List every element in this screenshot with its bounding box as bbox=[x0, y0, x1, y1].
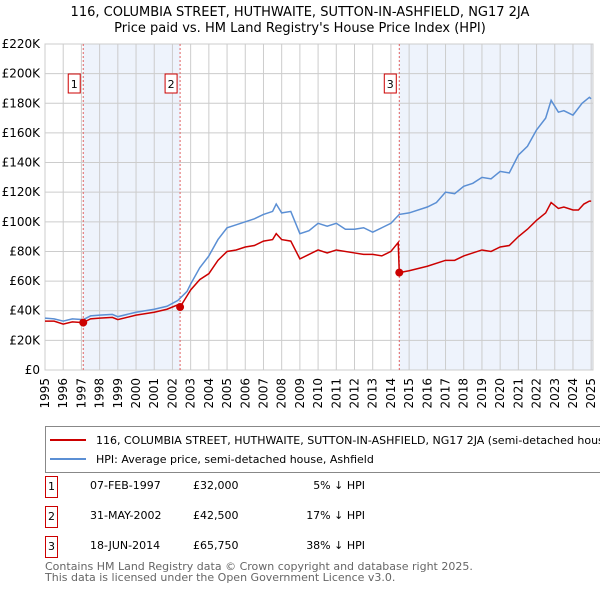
x-tick-label: 2007 bbox=[256, 378, 270, 409]
sale-number: 3 bbox=[45, 536, 58, 558]
legend-label-property: 116, COLUMBIA STREET, HUTHWAITE, SUTTON-… bbox=[96, 433, 600, 447]
x-tick-label: 2015 bbox=[402, 378, 416, 409]
sale-label: 1 bbox=[71, 78, 78, 91]
legend: 116, COLUMBIA STREET, HUTHWAITE, SUTTON-… bbox=[45, 426, 600, 473]
x-tick-label: 2016 bbox=[420, 378, 434, 409]
legend-swatch-hpi bbox=[50, 458, 86, 460]
shaded-region bbox=[399, 44, 593, 370]
x-tick-label: 2004 bbox=[202, 378, 216, 409]
y-tick-label: £140K bbox=[2, 156, 42, 170]
sale-date: 31-MAY-2002 bbox=[90, 509, 162, 522]
y-tick-label: £180K bbox=[2, 96, 42, 110]
sale-date: 07-FEB-1997 bbox=[90, 479, 161, 492]
x-tick-label: 2005 bbox=[220, 378, 234, 409]
y-tick-label: £220K bbox=[2, 37, 42, 51]
chart-title: 116, COLUMBIA STREET, HUTHWAITE, SUTTON-… bbox=[70, 5, 530, 20]
x-tick-label: 2018 bbox=[457, 378, 471, 409]
x-tick-label: 1997 bbox=[74, 378, 88, 409]
x-tick-label: 2010 bbox=[311, 378, 325, 409]
sale-hpi-diff: 17% ↓ HPI bbox=[306, 509, 365, 522]
y-tick-label: £40K bbox=[9, 304, 41, 318]
x-tick-label: 1995 bbox=[38, 378, 52, 409]
x-tick-label: 2014 bbox=[384, 378, 398, 409]
x-tick-label: 1999 bbox=[111, 378, 125, 409]
x-tick-label: 2022 bbox=[530, 378, 544, 409]
x-tick-label: 2020 bbox=[493, 378, 507, 409]
x-tick-label: 2006 bbox=[238, 378, 252, 409]
x-tick-label: 1998 bbox=[93, 378, 107, 409]
legend-swatch-property bbox=[50, 439, 86, 441]
sale-price: £65,750 bbox=[193, 539, 239, 552]
x-tick-label: 2012 bbox=[348, 378, 362, 409]
y-tick-label: £100K bbox=[2, 215, 42, 229]
sale-point bbox=[176, 303, 185, 312]
x-tick-label: 1996 bbox=[56, 378, 70, 409]
y-tick-label: £0 bbox=[25, 363, 40, 377]
legend-item-property: 116, COLUMBIA STREET, HUTHWAITE, SUTTON-… bbox=[50, 432, 600, 448]
sale-label: 2 bbox=[168, 78, 175, 91]
sale-point bbox=[395, 268, 404, 277]
x-tick-label: 2013 bbox=[366, 378, 380, 409]
sale-label-box bbox=[67, 73, 81, 94]
footer: Contains HM Land Registry data © Crown c… bbox=[45, 561, 473, 583]
x-tick-label: 2017 bbox=[439, 378, 453, 409]
x-tick-label: 2001 bbox=[147, 378, 161, 409]
sale-point bbox=[79, 318, 88, 327]
sale-number: 2 bbox=[45, 506, 58, 528]
sale-date: 18-JUN-2014 bbox=[90, 539, 161, 552]
sale-price: £42,500 bbox=[193, 509, 239, 522]
y-tick-label: £120K bbox=[2, 185, 42, 199]
y-tick-label: £200K bbox=[2, 67, 42, 81]
legend-item-hpi: HPI: Average price, semi-detached house,… bbox=[50, 451, 374, 467]
sale-label-box bbox=[164, 73, 178, 94]
x-tick-label: 2009 bbox=[293, 378, 307, 409]
sale-label: 3 bbox=[387, 78, 394, 91]
x-tick-label: 2002 bbox=[165, 378, 179, 409]
footer-line-2: This data is licensed under the Open Gov… bbox=[45, 571, 396, 584]
property-price-line bbox=[45, 200, 592, 325]
legend-label-hpi: HPI: Average price, semi-detached house,… bbox=[96, 452, 374, 466]
sale-label-box bbox=[383, 73, 397, 94]
footer-line-1: Contains HM Land Registry data © Crown c… bbox=[45, 560, 473, 573]
sale-hpi-diff: 38% ↓ HPI bbox=[306, 539, 365, 552]
hpi-line bbox=[44, 96, 592, 322]
x-tick-label: 2003 bbox=[184, 378, 198, 409]
sale-hpi-diff: 5% ↓ HPI bbox=[313, 479, 365, 492]
chart-subtitle: Price paid vs. HM Land Registry's House … bbox=[114, 21, 486, 36]
x-tick-label: 2025 bbox=[584, 378, 598, 409]
y-tick-label: £80K bbox=[9, 244, 41, 258]
x-tick-label: 2021 bbox=[511, 378, 525, 409]
x-tick-label: 2019 bbox=[475, 378, 489, 409]
sale-price: £32,000 bbox=[193, 479, 239, 492]
x-tick-label: 2024 bbox=[566, 378, 580, 409]
y-tick-label: £60K bbox=[9, 274, 41, 288]
x-tick-label: 2000 bbox=[129, 378, 143, 409]
x-tick-label: 2011 bbox=[329, 378, 343, 409]
x-tick-label: 2008 bbox=[275, 378, 289, 409]
price-chart: £0 £20K £40K £60K £80K £100K £120K £140K £160K £1… bbox=[2, 37, 599, 409]
plot-border bbox=[44, 43, 594, 371]
x-tick-label: 2023 bbox=[548, 378, 562, 409]
sale-number: 1 bbox=[45, 476, 58, 498]
y-tick-label: £160K bbox=[2, 126, 42, 140]
y-tick-label: £20K bbox=[9, 333, 41, 347]
